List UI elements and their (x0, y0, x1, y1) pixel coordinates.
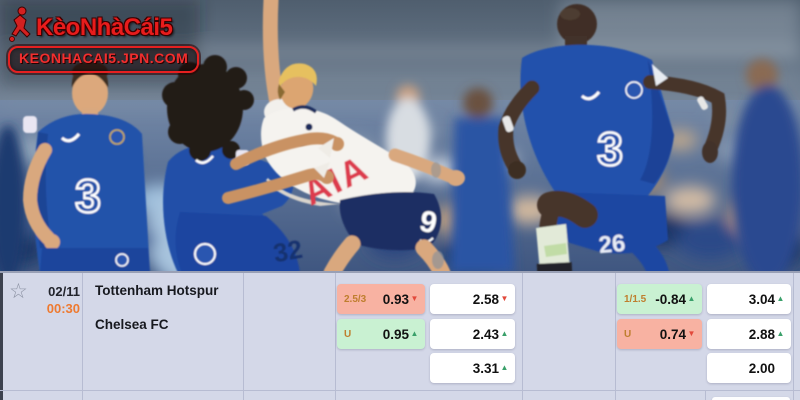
table-left-border (0, 273, 3, 400)
divider (335, 273, 336, 390)
ft-1x2-home-cell[interactable]: 2.58 ▼ (430, 284, 515, 314)
divider (82, 273, 83, 390)
trend-arrow-icon: ▼ (687, 329, 696, 338)
trend-arrow-icon: ▲ (776, 329, 785, 338)
trend-arrow-icon: ▼ (500, 294, 509, 303)
site-logo: KèoNhàCái5 KEONHACAI5.JPN.COM (8, 6, 200, 73)
richarlison-number: 9 (417, 205, 440, 241)
divider (522, 273, 523, 390)
match-time: 00:30 (46, 301, 80, 316)
player-richarlison: AIA 9 (261, 0, 465, 273)
divider (243, 391, 244, 400)
odds-value: 3.04 (748, 291, 775, 307)
next-row-odds-cell-partial (712, 397, 790, 400)
favorite-star-icon[interactable]: ☆ (9, 280, 28, 303)
ft-1x2-away-cell[interactable]: 2.43 ▲ (430, 319, 515, 349)
koulibaly-number: 26 (597, 230, 626, 260)
away-team-name[interactable]: Chelsea FC (95, 317, 169, 332)
three-sponsor-logo: 3 (75, 170, 101, 222)
divider (522, 391, 523, 400)
row-separator (0, 390, 800, 391)
divider (82, 391, 83, 400)
ht-handicap-away-cell[interactable]: U 0.74 ▼ (617, 319, 702, 349)
odds-value: 2.58 (472, 291, 499, 307)
divider (615, 273, 616, 390)
odds-value: 2.43 (472, 326, 499, 342)
ft-handicap-home-cell[interactable]: 2.5/3 0.93 ▼ (337, 284, 425, 314)
player-chelsea-left: 3 (22, 61, 150, 273)
divider (615, 391, 616, 400)
odds-value: 0.93 (382, 291, 409, 307)
odds-value: -0.84 (655, 291, 686, 307)
kicker-player-icon (9, 6, 31, 42)
odds-value: 0.95 (382, 326, 409, 342)
odds-table: ☆ 02/11 00:30 Tottenham Hotspur Chelsea … (0, 271, 800, 400)
ht-1x2-home-cell[interactable]: 3.04 ▲ (707, 284, 791, 314)
ht-1x2-draw-cell[interactable]: 2.00 (707, 353, 791, 383)
brand-domain-pill: KEONHACAI5.JPN.COM (8, 46, 200, 73)
odds-value: 2.00 (748, 360, 775, 376)
ht-handicap-home-cell[interactable]: 1/1.5 -0.84 ▲ (617, 284, 702, 314)
trend-arrow-icon: ▼ (410, 294, 419, 303)
trend-arrow-icon: ▲ (500, 329, 509, 338)
match-photo: 3 32 (0, 0, 800, 273)
odds-value: 2.88 (748, 326, 775, 342)
trend-arrow-icon: ▲ (776, 294, 785, 303)
handicap-line: 2.5/3 (344, 293, 367, 305)
three-sponsor-logo-koulibaly: 3 (597, 123, 623, 175)
brand-domain: KEONHACAI5.JPN.COM (19, 50, 189, 66)
divider (335, 391, 336, 400)
cucurella-arms (222, 132, 344, 204)
trend-arrow-icon: ▲ (500, 363, 509, 372)
brand-name: KèoNhàCái5 (36, 14, 173, 41)
trend-arrow-icon: ▲ (687, 294, 696, 303)
odds-value: 0.74 (659, 326, 686, 342)
handicap-line: U (624, 328, 632, 340)
ft-handicap-away-cell[interactable]: U 0.95 ▲ (337, 319, 425, 349)
handicap-line: U (344, 328, 352, 340)
match-date: 02/11 (48, 284, 80, 299)
cucurella-number: 32 (271, 234, 305, 269)
ht-1x2-away-cell[interactable]: 2.88 ▲ (707, 319, 791, 349)
divider (705, 391, 706, 400)
match-photo-art: 3 32 (0, 0, 800, 273)
divider (243, 273, 244, 390)
odds-value: 3.31 (472, 360, 499, 376)
table-right-border (793, 273, 794, 400)
handicap-line: 1/1.5 (624, 293, 647, 305)
home-team-name[interactable]: Tottenham Hotspur (95, 283, 219, 298)
player-cucurella: 32 (162, 55, 305, 273)
background-players-blur (0, 59, 800, 273)
ft-1x2-draw-cell[interactable]: 3.31 ▲ (430, 353, 515, 383)
trend-arrow-icon: ▲ (410, 329, 419, 338)
